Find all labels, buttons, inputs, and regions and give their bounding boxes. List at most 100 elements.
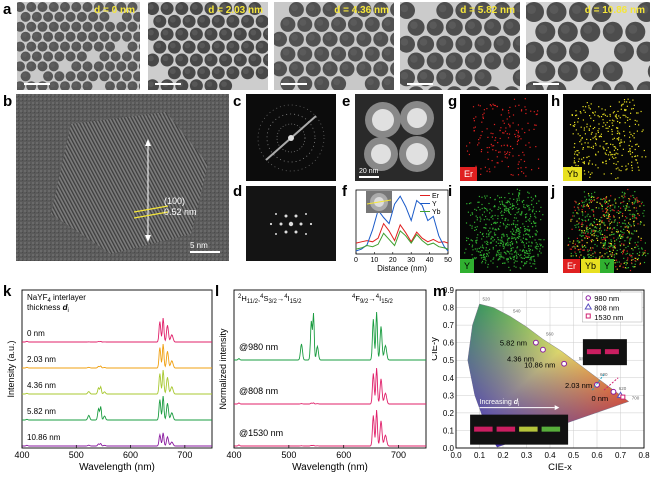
element-dot bbox=[509, 207, 511, 209]
element-dot bbox=[581, 143, 583, 145]
element-dot bbox=[622, 236, 624, 238]
element-dot bbox=[634, 257, 636, 259]
inset-band bbox=[541, 426, 561, 432]
nanoparticle-core bbox=[243, 68, 249, 75]
element-dot bbox=[610, 195, 612, 197]
element-dot bbox=[611, 204, 613, 206]
element-dot bbox=[619, 245, 622, 247]
element-dot bbox=[592, 210, 594, 212]
nanoparticle-core bbox=[177, 55, 183, 62]
element-dot bbox=[593, 214, 595, 216]
element-dot bbox=[624, 240, 626, 242]
element-dot bbox=[513, 265, 515, 267]
element-dot bbox=[486, 108, 488, 110]
element-dot bbox=[492, 149, 494, 151]
element-dot bbox=[588, 155, 590, 158]
element-dot bbox=[488, 168, 490, 170]
element-dot bbox=[635, 201, 637, 203]
element-dot bbox=[535, 217, 537, 219]
panel-label-f: f bbox=[342, 183, 347, 200]
element-dot bbox=[638, 214, 640, 216]
nanoparticle-core bbox=[117, 3, 123, 9]
legend-marker-980 bbox=[585, 295, 591, 301]
element-dot bbox=[593, 215, 595, 217]
element-dot bbox=[487, 255, 489, 257]
element-dot bbox=[540, 206, 542, 208]
element-dot bbox=[635, 246, 637, 248]
panel-label-i: i bbox=[448, 183, 453, 200]
element-dot bbox=[591, 195, 593, 197]
element-dot bbox=[478, 139, 480, 141]
element-dot bbox=[620, 226, 622, 228]
element-dot bbox=[499, 137, 501, 139]
element-dot bbox=[609, 210, 611, 212]
nanoparticle-core bbox=[22, 33, 27, 38]
element-dot bbox=[627, 209, 629, 211]
element-dot bbox=[600, 116, 603, 118]
nanoparticle-core bbox=[95, 3, 100, 9]
element-dot bbox=[634, 263, 636, 265]
nanoparticle-core bbox=[123, 72, 128, 78]
element-dot bbox=[580, 112, 582, 114]
element-dot bbox=[595, 257, 597, 260]
element-dot bbox=[631, 169, 633, 172]
panel-label-l: l bbox=[215, 283, 220, 300]
element-dot bbox=[640, 239, 642, 241]
element-dot bbox=[613, 146, 615, 148]
element-dot bbox=[594, 191, 596, 193]
x-tick-label: 0.6 bbox=[591, 451, 603, 460]
element-dot bbox=[528, 192, 530, 194]
nanoparticle-core bbox=[594, 84, 604, 90]
element-dot bbox=[620, 251, 623, 253]
element-dot bbox=[587, 229, 589, 231]
element-dot bbox=[532, 206, 535, 208]
element-dot bbox=[570, 218, 572, 221]
element-dot bbox=[633, 225, 635, 227]
element-dot bbox=[472, 257, 474, 259]
element-dot bbox=[588, 218, 590, 221]
element-dot bbox=[499, 239, 501, 241]
nanoparticle-core bbox=[55, 72, 61, 78]
element-dot bbox=[610, 173, 612, 175]
element-dot bbox=[629, 239, 631, 241]
element-dot bbox=[609, 222, 611, 224]
element-dot bbox=[599, 219, 601, 221]
nanoparticle-core bbox=[392, 4, 394, 11]
element-dot bbox=[490, 223, 493, 226]
y-axis-label: Normalized intensity bbox=[218, 328, 228, 410]
element-dot bbox=[584, 216, 586, 218]
element-dot bbox=[527, 122, 529, 124]
element-dot bbox=[591, 209, 593, 211]
cie-point-980 bbox=[610, 388, 617, 395]
nanoparticle-core bbox=[44, 13, 50, 18]
element-dot bbox=[621, 231, 623, 233]
element-dot bbox=[480, 257, 483, 259]
element-dot bbox=[483, 211, 485, 213]
element-dot bbox=[621, 215, 624, 217]
element-dot bbox=[642, 251, 644, 253]
element-dot bbox=[623, 232, 625, 234]
element-dot bbox=[599, 252, 601, 254]
element-dot bbox=[623, 194, 625, 196]
element-dot bbox=[491, 145, 493, 147]
element-dot bbox=[586, 156, 588, 159]
element-dot bbox=[643, 210, 645, 212]
element-dot bbox=[605, 212, 607, 214]
element-dot bbox=[516, 260, 518, 262]
element-dot bbox=[484, 195, 486, 197]
element-dot bbox=[535, 267, 537, 269]
element-dot bbox=[501, 239, 503, 241]
element-dot bbox=[484, 207, 486, 210]
element-dot bbox=[592, 112, 594, 114]
element-dot bbox=[517, 139, 520, 141]
element-dot bbox=[595, 144, 597, 146]
element-dot bbox=[517, 220, 519, 222]
element-dot bbox=[513, 237, 515, 239]
element-dot bbox=[477, 206, 479, 208]
element-dot bbox=[578, 152, 580, 154]
element-dot bbox=[580, 139, 582, 141]
nanoparticle-core bbox=[22, 13, 27, 18]
y-map-tag: Y bbox=[460, 259, 475, 273]
element-dot bbox=[492, 258, 494, 260]
element-dot bbox=[525, 256, 527, 258]
